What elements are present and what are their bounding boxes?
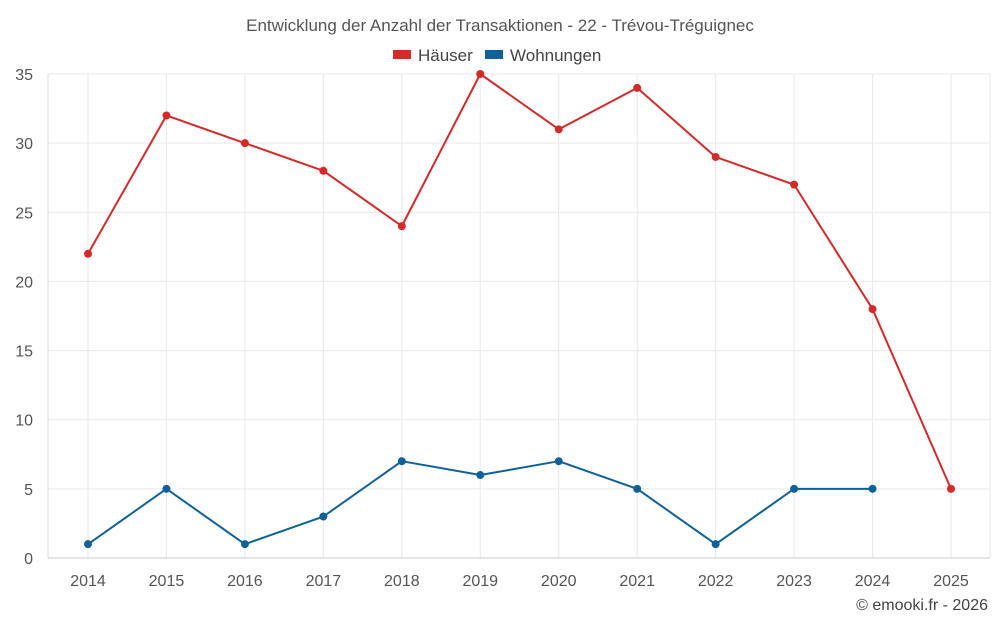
data-point-wohnungen[interactable] (476, 471, 485, 480)
y-tick-label: 5 (24, 482, 33, 499)
data-point-wohnungen[interactable] (162, 484, 171, 493)
data-point-wohnungen[interactable] (711, 540, 720, 549)
data-point-haeuser[interactable] (554, 125, 563, 134)
y-tick-label: 20 (15, 274, 33, 291)
x-tick-label: 2015 (149, 573, 185, 590)
y-tick-label: 0 (24, 551, 33, 568)
legend-swatch-wohnungen (485, 50, 503, 59)
x-tick-label: 2023 (776, 573, 812, 590)
data-point-haeuser[interactable] (476, 70, 485, 78)
x-tick-label: 2019 (462, 573, 498, 590)
y-tick-label: 25 (15, 205, 33, 222)
credit-text: © emooki.fr - 2026 (856, 597, 988, 614)
series-line-haeuser (87, 73, 952, 490)
x-tick-label: 2021 (619, 573, 655, 590)
data-point-haeuser[interactable] (84, 249, 92, 258)
x-tick-label: 2014 (70, 573, 106, 590)
data-point-haeuser[interactable] (868, 305, 877, 314)
y-tick-label: 10 (15, 413, 33, 430)
y-tick-label: 35 (15, 67, 33, 84)
legend-label-wohnungen: Wohnungen (510, 46, 601, 65)
data-point-haeuser[interactable] (711, 152, 720, 161)
data-point-haeuser[interactable] (790, 180, 799, 189)
data-point-wohnungen[interactable] (554, 457, 563, 466)
data-point-haeuser[interactable] (947, 484, 955, 493)
data-point-wohnungen[interactable] (790, 484, 799, 493)
x-tick-label: 2017 (306, 573, 342, 590)
y-tick-label: 15 (15, 344, 33, 361)
x-tick-label: 2022 (698, 573, 734, 590)
series (84, 70, 955, 549)
data-point-wohnungen[interactable] (397, 457, 406, 466)
chart-title: Entwicklung der Anzahl der Transaktionen… (246, 16, 754, 35)
legend-label-haeuser: Häuser (418, 46, 473, 65)
x-tick-label: 2025 (933, 573, 969, 590)
x-tick-label: 2016 (227, 573, 263, 590)
data-point-wohnungen[interactable] (633, 484, 642, 493)
y-tick-label: 30 (15, 136, 33, 153)
data-point-wohnungen[interactable] (240, 540, 249, 549)
x-tick-label: 2018 (384, 573, 420, 590)
data-point-wohnungen[interactable] (319, 512, 328, 521)
data-point-wohnungen[interactable] (868, 484, 877, 493)
data-point-haeuser[interactable] (397, 222, 406, 231)
data-point-haeuser[interactable] (633, 83, 642, 92)
legend-swatch-haeuser (393, 50, 411, 59)
x-tick-label: 2024 (855, 573, 891, 590)
data-point-haeuser[interactable] (319, 166, 328, 175)
legend: Häuser Wohnungen (393, 46, 601, 65)
data-point-haeuser[interactable] (162, 111, 171, 120)
data-point-haeuser[interactable] (240, 139, 249, 148)
x-tick-label: 2020 (541, 573, 577, 590)
data-point-wohnungen[interactable] (84, 540, 92, 549)
grid (47, 73, 991, 559)
